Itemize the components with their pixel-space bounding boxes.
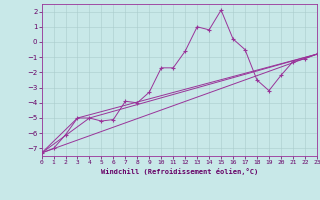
X-axis label: Windchill (Refroidissement éolien,°C): Windchill (Refroidissement éolien,°C) (100, 168, 258, 175)
